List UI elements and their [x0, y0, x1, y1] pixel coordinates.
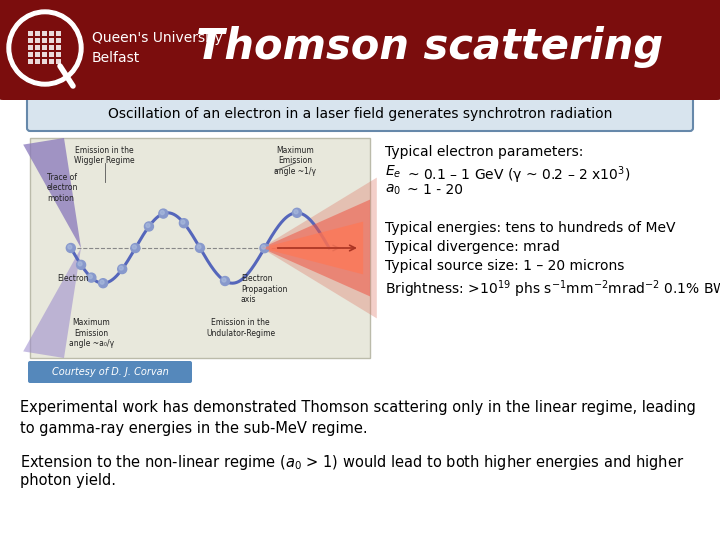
Bar: [42, 58, 47, 64]
Bar: [27, 51, 32, 57]
Bar: [0, 0, 720, 95]
Bar: [55, 30, 60, 36]
Circle shape: [68, 245, 72, 249]
Circle shape: [294, 210, 298, 214]
Circle shape: [131, 244, 140, 253]
Circle shape: [66, 244, 76, 253]
Text: Emission in the
Wiggler Regime: Emission in the Wiggler Regime: [74, 146, 135, 165]
Circle shape: [179, 219, 189, 228]
Circle shape: [197, 245, 201, 249]
Text: Electron
Propagation
axis: Electron Propagation axis: [240, 274, 287, 304]
Text: $a_0$: $a_0$: [385, 183, 401, 198]
Text: ~ 0.1 – 1 GeV (γ ~ 0.2 – 2 x10$^3$): ~ 0.1 – 1 GeV (γ ~ 0.2 – 2 x10$^3$): [407, 164, 631, 186]
Bar: [55, 44, 60, 50]
Bar: [48, 44, 53, 50]
Text: Typical energies: tens to hundreds of MeV: Typical energies: tens to hundreds of Me…: [385, 221, 675, 235]
Bar: [48, 37, 53, 43]
Bar: [55, 51, 60, 57]
Text: Maximum
Emission
angle ~a₀/γ: Maximum Emission angle ~a₀/γ: [68, 319, 114, 348]
Circle shape: [220, 276, 230, 286]
Text: to gamma-ray energies in the sub-MeV regime.: to gamma-ray energies in the sub-MeV reg…: [20, 421, 368, 436]
Text: Typical divergence: mrad: Typical divergence: mrad: [385, 240, 560, 254]
Circle shape: [181, 220, 185, 224]
Circle shape: [7, 10, 83, 86]
Circle shape: [117, 265, 127, 274]
Circle shape: [12, 15, 78, 81]
Text: $E_e$: $E_e$: [385, 164, 401, 180]
Bar: [27, 44, 32, 50]
Text: Emission in the
Undulator-Regime: Emission in the Undulator-Regime: [206, 319, 275, 338]
Circle shape: [120, 266, 123, 270]
Circle shape: [261, 245, 266, 249]
Text: Experimental work has demonstrated Thomson scattering only in the linear regime,: Experimental work has demonstrated Thoms…: [20, 400, 696, 415]
Bar: [42, 30, 47, 36]
Bar: [27, 58, 32, 64]
Circle shape: [132, 245, 136, 249]
FancyBboxPatch shape: [27, 97, 693, 131]
Circle shape: [76, 260, 86, 269]
Circle shape: [222, 278, 226, 282]
Text: Maximum
Emission
angle ~1/γ: Maximum Emission angle ~1/γ: [274, 146, 316, 176]
Circle shape: [146, 224, 150, 227]
Bar: [48, 58, 53, 64]
Polygon shape: [23, 138, 81, 248]
Circle shape: [145, 222, 153, 231]
Circle shape: [100, 280, 104, 284]
Text: photon yield.: photon yield.: [20, 474, 116, 489]
Circle shape: [159, 209, 168, 218]
Circle shape: [99, 279, 107, 288]
Bar: [27, 30, 32, 36]
Circle shape: [260, 244, 269, 253]
Bar: [35, 51, 40, 57]
Text: Queen's University: Queen's University: [92, 31, 222, 45]
Text: Typical source size: 1 – 20 microns: Typical source size: 1 – 20 microns: [385, 259, 624, 273]
FancyBboxPatch shape: [28, 361, 192, 383]
Text: Extension to the non-linear regime ($a_0$ > 1) would lead to both higher energie: Extension to the non-linear regime ($a_0…: [20, 453, 684, 471]
Text: Belfast: Belfast: [92, 51, 140, 65]
Text: Thomson scattering: Thomson scattering: [197, 26, 664, 68]
Bar: [35, 44, 40, 50]
Bar: [42, 44, 47, 50]
Bar: [35, 58, 40, 64]
Text: ~ 1 - 20: ~ 1 - 20: [407, 183, 463, 197]
Circle shape: [161, 211, 164, 214]
Circle shape: [89, 275, 92, 279]
Circle shape: [195, 244, 204, 252]
Polygon shape: [261, 200, 370, 296]
Bar: [48, 51, 53, 57]
Bar: [55, 37, 60, 43]
Circle shape: [78, 262, 82, 266]
Text: Oscillation of an electron in a laser field generates synchrotron radiation: Oscillation of an electron in a laser fi…: [108, 107, 612, 121]
Bar: [35, 37, 40, 43]
Circle shape: [292, 208, 302, 217]
Bar: [55, 58, 60, 64]
Polygon shape: [261, 221, 363, 274]
FancyBboxPatch shape: [0, 0, 720, 100]
Text: Brightness: >10$^{19}$ phs s$^{-1}$mm$^{-2}$mrad$^{-2}$ 0.1% BW: Brightness: >10$^{19}$ phs s$^{-1}$mm$^{…: [385, 278, 720, 300]
Polygon shape: [23, 248, 81, 358]
Text: Courtesy of D. J. Corvan: Courtesy of D. J. Corvan: [52, 367, 168, 377]
Bar: [27, 37, 32, 43]
Bar: [35, 30, 40, 36]
Bar: [30, 138, 370, 358]
Bar: [48, 30, 53, 36]
Circle shape: [87, 273, 96, 282]
Text: Trace of
electron
motion: Trace of electron motion: [47, 173, 78, 203]
Bar: [42, 37, 47, 43]
Polygon shape: [261, 178, 377, 319]
Text: Electron: Electron: [57, 274, 89, 284]
Bar: [42, 51, 47, 57]
Text: Typical electron parameters:: Typical electron parameters:: [385, 145, 583, 159]
